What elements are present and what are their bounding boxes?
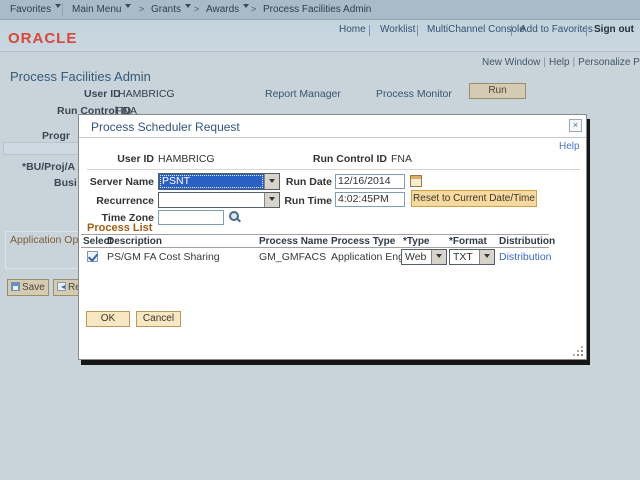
recurrence-label: Recurrence (96, 195, 154, 207)
utility-links: New Window|Help|Personalize Page| (482, 56, 640, 68)
process-monitor-link[interactable]: Process Monitor (376, 88, 452, 100)
user-id-value: HAMBRICG (118, 88, 175, 100)
chevron-down-icon (185, 4, 192, 11)
home-link[interactable]: Home (339, 24, 366, 35)
multichannel-console-link[interactable]: MultiChannel Console (427, 24, 525, 35)
sign-out-link[interactable]: Sign out (594, 24, 634, 35)
col-process-type: Process Type (331, 236, 396, 247)
page-title: Process Facilities Admin (10, 69, 151, 84)
dialog-run-control-id-label: Run Control ID (312, 153, 387, 165)
type-select[interactable]: Web (401, 249, 447, 265)
banner-divider (417, 25, 418, 36)
format-select[interactable]: TXT (449, 249, 495, 265)
run-time-input[interactable]: 4:02:45PM (335, 192, 405, 207)
breadcrumb-divider (62, 3, 63, 16)
return-arrow-icon (57, 282, 66, 291)
breadcrumb: Favorites Main Menu > Grants > Awards > … (0, 0, 640, 20)
server-name-label: Server Name (89, 176, 154, 188)
new-window-link[interactable]: New Window (482, 57, 541, 68)
floppy-disk-icon (11, 282, 20, 291)
oracle-logo: ORACLE (8, 30, 78, 47)
breadcrumb-separator: > (251, 4, 257, 14)
banner-divider (369, 25, 370, 36)
ok-button[interactable]: OK (86, 311, 130, 327)
chevron-down-icon[interactable] (479, 250, 494, 264)
process-list-header: Select Description Process Name Process … (81, 234, 555, 248)
col-format: *Format (449, 236, 487, 247)
select-checkbox[interactable] (87, 251, 98, 262)
report-manager-link[interactable]: Report Manager (265, 88, 341, 100)
dialog-title-separator (79, 137, 586, 138)
dialog-help-link[interactable]: Help (559, 141, 580, 152)
chevron-down-icon[interactable] (431, 250, 446, 264)
banner-divider (511, 25, 512, 36)
breadcrumb-grants[interactable]: Grants (151, 4, 192, 15)
program-field[interactable] (3, 142, 80, 155)
personalize-page-link[interactable]: Personalize Page (578, 57, 640, 68)
breadcrumb-separator: > (194, 4, 200, 14)
bu-proj-award-label: *BU/Proj/A (22, 161, 76, 173)
dialog-title: Process Scheduler Request (91, 120, 240, 134)
cell-process-type: Application Engine (331, 251, 418, 263)
run-date-input[interactable]: 12/16/2014 (335, 174, 405, 189)
server-name-select[interactable]: PSNT (158, 173, 280, 190)
user-id-label: User ID (84, 88, 121, 100)
close-icon[interactable]: × (569, 119, 582, 132)
run-button[interactable]: Run (469, 83, 526, 99)
time-zone-input[interactable] (158, 210, 224, 225)
time-zone-label: Time Zone (101, 212, 154, 224)
save-button[interactable]: Save (7, 279, 49, 296)
chevron-down-icon (243, 4, 250, 11)
chevron-down-icon[interactable] (264, 193, 279, 207)
chevron-down-icon (55, 4, 62, 11)
breadcrumb-separator: > (139, 4, 145, 14)
program-label: Progr (42, 130, 71, 142)
distribution-link[interactable]: Distribution (499, 251, 552, 263)
table-row: PS/GM FA Cost Sharing GM_GMFACS Applicat… (81, 249, 552, 266)
recurrence-select[interactable] (158, 192, 280, 208)
dialog-run-control-id-value: FNA (391, 153, 412, 165)
dialog-user-id-value: HAMBRICG (158, 153, 215, 165)
help-link[interactable]: Help (548, 57, 570, 68)
col-distribution: Distribution (499, 236, 556, 247)
chevron-down-icon[interactable] (264, 174, 279, 189)
col-select: Select (83, 236, 113, 247)
lookup-magnifier-icon[interactable] (228, 210, 241, 223)
breadcrumb-awards[interactable]: Awards (206, 4, 250, 15)
run-time-label: Run Time (284, 195, 332, 207)
worklist-link[interactable]: Worklist (380, 24, 416, 35)
cell-process-name: GM_GMFACS (259, 251, 327, 263)
process-list-title: Process List (87, 222, 153, 234)
cancel-button[interactable]: Cancel (136, 311, 181, 327)
run-date-label: Run Date (285, 176, 332, 188)
col-description: Description (107, 236, 163, 247)
breadcrumb-main-menu[interactable]: Main Menu (72, 4, 132, 15)
application-options-label: Application Opti (10, 234, 84, 246)
col-process-name: Process Name (259, 236, 328, 247)
banner: ORACLE Home Worklist MultiChannel Consol… (0, 21, 640, 52)
dialog-separator (87, 169, 580, 170)
banner-divider (586, 25, 587, 36)
calendar-icon[interactable] (410, 175, 422, 187)
reset-date-time-button[interactable]: Reset to Current Date/Time (411, 190, 537, 207)
business-label: Busi (54, 177, 77, 189)
resize-grip[interactable] (573, 346, 583, 356)
chevron-down-icon (125, 4, 132, 11)
breadcrumb-current-page: Process Facilities Admin (263, 4, 372, 15)
process-scheduler-request-dialog: Process Scheduler Request × Help User ID… (78, 114, 587, 360)
breadcrumb-favorites[interactable]: Favorites (10, 4, 62, 15)
cell-description: PS/GM FA Cost Sharing (107, 251, 220, 263)
col-type: *Type (403, 236, 430, 247)
add-to-favorites-link[interactable]: Add to Favorites (520, 24, 593, 35)
dialog-user-id-label: User ID (117, 153, 154, 165)
